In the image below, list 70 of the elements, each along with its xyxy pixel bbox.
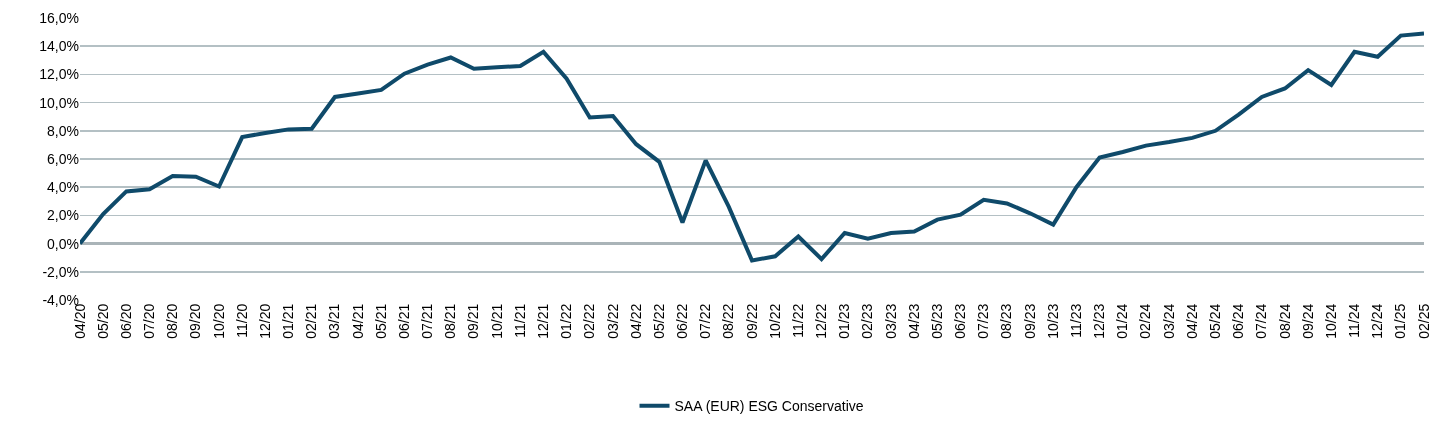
legend-label: SAA (EUR) ESG Conservative bbox=[674, 398, 864, 415]
x-tick-label: 01/23 bbox=[836, 303, 853, 339]
x-tick-label: 03/24 bbox=[1160, 303, 1177, 339]
y-tick-label: 12,0% bbox=[39, 66, 79, 83]
x-tick-label: 07/24 bbox=[1253, 303, 1270, 339]
line-series bbox=[80, 31, 1424, 263]
x-tick-label: 07/22 bbox=[697, 303, 714, 339]
x-tick-label: 11/20 bbox=[233, 303, 250, 338]
x-tick-label: 12/21 bbox=[535, 303, 551, 339]
y-tick-label: 4,0% bbox=[47, 179, 79, 196]
x-tick-label: 08/20 bbox=[164, 303, 181, 339]
x-tick-label: 02/25 bbox=[1415, 303, 1432, 339]
x-tick-label: 12/24 bbox=[1369, 303, 1386, 339]
x-tick-label: 09/24 bbox=[1299, 303, 1316, 339]
x-tick-label: 05/21 bbox=[372, 303, 389, 339]
x-tick-label: 01/21 bbox=[280, 303, 297, 339]
y-tick-label: 14,0% bbox=[39, 38, 79, 55]
x-tick-label: 02/24 bbox=[1137, 303, 1154, 339]
x-tick-label: 12/20 bbox=[256, 303, 273, 339]
x-tick-label: 07/20 bbox=[141, 303, 158, 339]
y-tick-label: 10,0% bbox=[39, 94, 79, 111]
x-tick-label: 09/23 bbox=[1021, 303, 1038, 339]
x-tick-label: 06/21 bbox=[395, 303, 412, 339]
x-tick-label: 03/23 bbox=[882, 303, 899, 339]
x-tick-label: 10/24 bbox=[1322, 303, 1339, 339]
x-tick-label: 10/23 bbox=[1044, 303, 1061, 339]
x-tick-label: 04/21 bbox=[349, 303, 366, 339]
x-tick-label: 07/23 bbox=[975, 303, 992, 339]
x-tick-label: 04/23 bbox=[905, 303, 922, 339]
x-tick-label: 06/20 bbox=[117, 303, 134, 339]
x-tick-label: 02/22 bbox=[581, 303, 598, 339]
x-tick-label: 06/24 bbox=[1230, 303, 1247, 339]
x-tick-label: 08/23 bbox=[998, 303, 1015, 339]
x-tick-label: 03/21 bbox=[326, 303, 343, 339]
x-tick-label: 12/22 bbox=[813, 303, 830, 339]
x-tick-label: 08/24 bbox=[1276, 303, 1293, 339]
x-tick-label: 05/22 bbox=[650, 303, 667, 339]
x-tick-label: 10/20 bbox=[210, 303, 227, 339]
x-tick-label: 04/22 bbox=[627, 303, 644, 339]
y-tick-label: 0,0% bbox=[47, 235, 79, 252]
x-tick-label: 02/21 bbox=[303, 303, 320, 339]
x-tick-label: 01/22 bbox=[558, 303, 575, 339]
x-tick-label: 09/21 bbox=[465, 303, 482, 339]
y-tick-label: 16,0% bbox=[39, 9, 79, 26]
x-tick-label: 03/22 bbox=[604, 303, 621, 339]
x-tick-label: 01/24 bbox=[1114, 303, 1131, 339]
x-tick-label: 01/25 bbox=[1392, 303, 1409, 339]
x-tick-label: 06/23 bbox=[952, 303, 969, 339]
x-tick-label: 11/22 bbox=[789, 303, 806, 338]
x-tick-label: 09/22 bbox=[743, 303, 760, 339]
x-tick-label: 04/24 bbox=[1183, 303, 1200, 339]
y-tick-label: 2,0% bbox=[47, 207, 79, 224]
x-tick-label: 11/23 bbox=[1067, 303, 1084, 338]
x-tick-label: 12/23 bbox=[1091, 303, 1108, 339]
x-tick-label: 02/23 bbox=[859, 303, 876, 339]
x-tick-label: 10/21 bbox=[488, 303, 505, 339]
y-tick-label: -2,0% bbox=[42, 263, 79, 280]
x-tick-label: 10/22 bbox=[766, 303, 783, 339]
x-tick-label: 07/21 bbox=[419, 303, 436, 339]
x-tick-label: 05/24 bbox=[1207, 303, 1223, 339]
y-tick-label: 8,0% bbox=[47, 122, 79, 139]
x-tick-label: 08/22 bbox=[720, 303, 737, 339]
x-tick-label: 09/20 bbox=[187, 303, 204, 339]
x-tick-label: 05/23 bbox=[928, 303, 945, 339]
x-tick-label: 05/20 bbox=[94, 303, 111, 339]
y-tick-label: 6,0% bbox=[47, 150, 79, 167]
x-tick-label: 11/21 bbox=[511, 303, 528, 338]
x-tick-label: 06/22 bbox=[674, 303, 691, 339]
x-tick-label: 08/21 bbox=[442, 303, 459, 339]
x-tick-label: 11/24 bbox=[1346, 303, 1363, 338]
